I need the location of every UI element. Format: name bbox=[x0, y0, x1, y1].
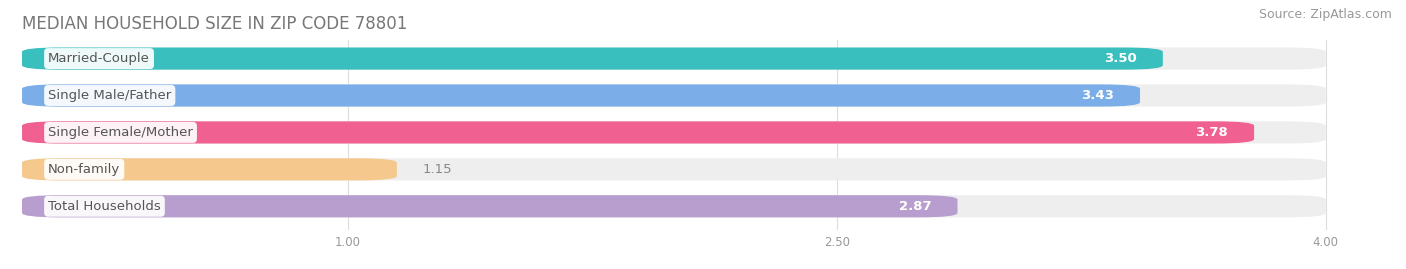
FancyBboxPatch shape bbox=[22, 195, 1326, 217]
FancyBboxPatch shape bbox=[22, 158, 396, 180]
FancyBboxPatch shape bbox=[22, 158, 1326, 180]
FancyBboxPatch shape bbox=[22, 84, 1140, 107]
Text: Married-Couple: Married-Couple bbox=[48, 52, 150, 65]
Text: 2.87: 2.87 bbox=[898, 200, 931, 213]
Text: Source: ZipAtlas.com: Source: ZipAtlas.com bbox=[1258, 8, 1392, 21]
FancyBboxPatch shape bbox=[22, 121, 1326, 143]
Text: 3.50: 3.50 bbox=[1104, 52, 1137, 65]
Text: 3.78: 3.78 bbox=[1195, 126, 1227, 139]
Text: 3.43: 3.43 bbox=[1081, 89, 1114, 102]
FancyBboxPatch shape bbox=[22, 195, 957, 217]
FancyBboxPatch shape bbox=[22, 48, 1326, 70]
Text: Non-family: Non-family bbox=[48, 163, 121, 176]
Text: Single Male/Father: Single Male/Father bbox=[48, 89, 172, 102]
Text: 1.15: 1.15 bbox=[423, 163, 453, 176]
FancyBboxPatch shape bbox=[22, 84, 1326, 107]
FancyBboxPatch shape bbox=[22, 121, 1254, 143]
Text: Total Households: Total Households bbox=[48, 200, 160, 213]
FancyBboxPatch shape bbox=[22, 48, 1163, 70]
Text: Single Female/Mother: Single Female/Mother bbox=[48, 126, 193, 139]
Text: MEDIAN HOUSEHOLD SIZE IN ZIP CODE 78801: MEDIAN HOUSEHOLD SIZE IN ZIP CODE 78801 bbox=[22, 15, 408, 33]
